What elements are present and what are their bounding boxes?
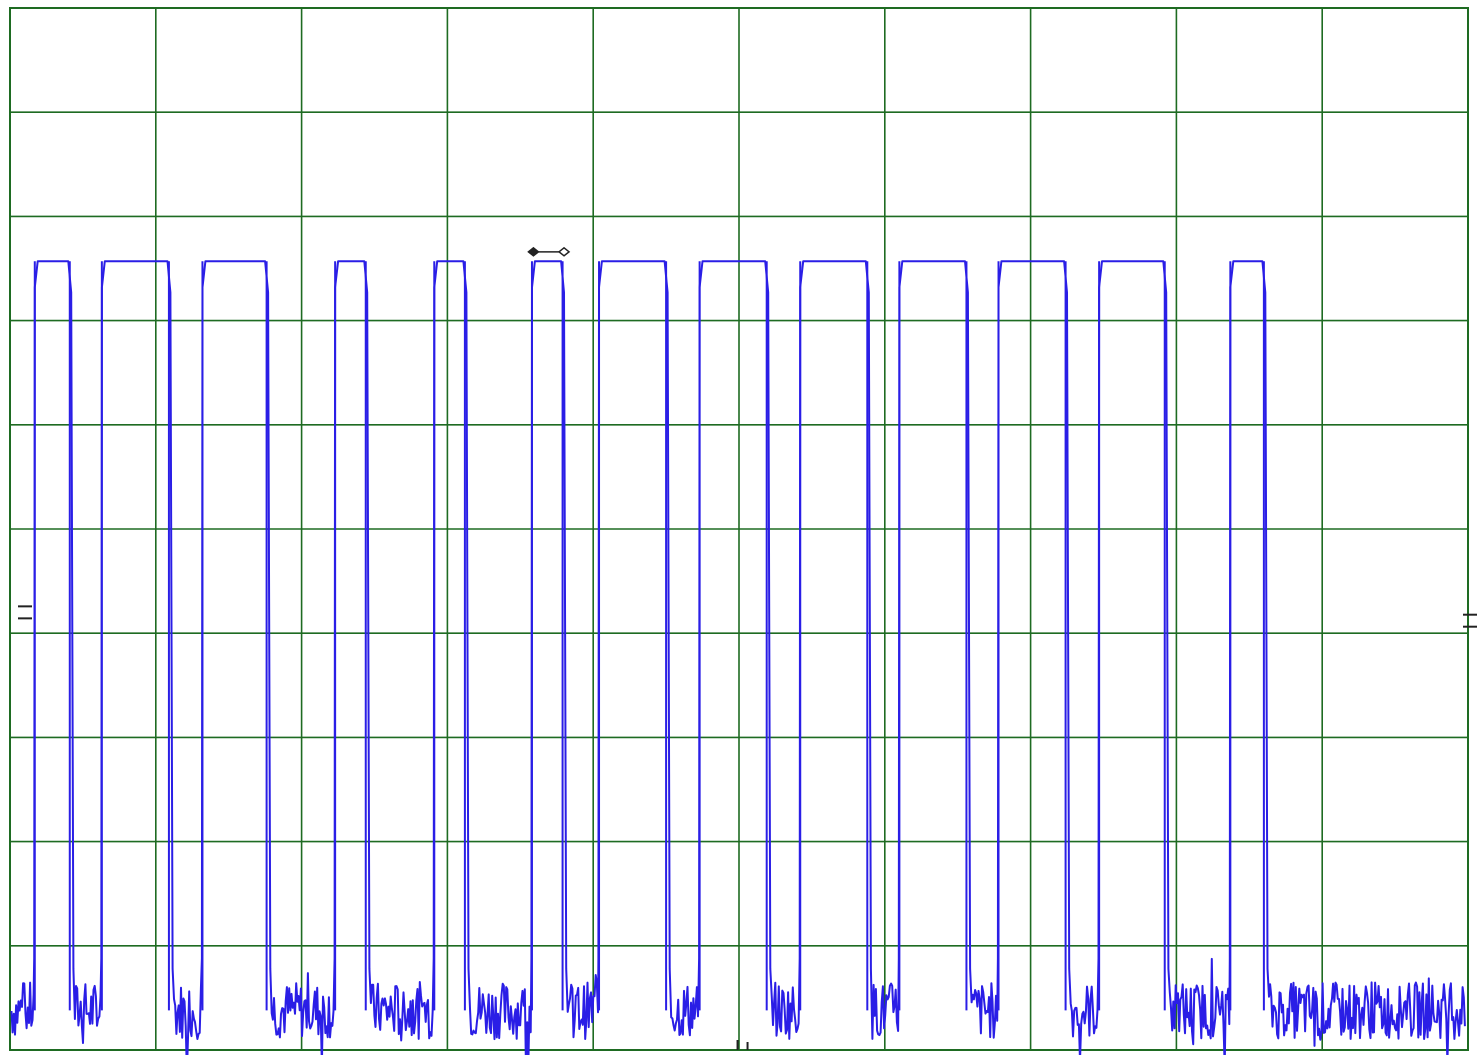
cursor-marker <box>557 246 571 257</box>
series-line <box>10 260 1466 1055</box>
cursor-markers <box>18 246 1477 1050</box>
cursor-marker <box>527 246 540 257</box>
waveform-trace <box>10 260 1466 1055</box>
grid <box>9 7 1469 1051</box>
